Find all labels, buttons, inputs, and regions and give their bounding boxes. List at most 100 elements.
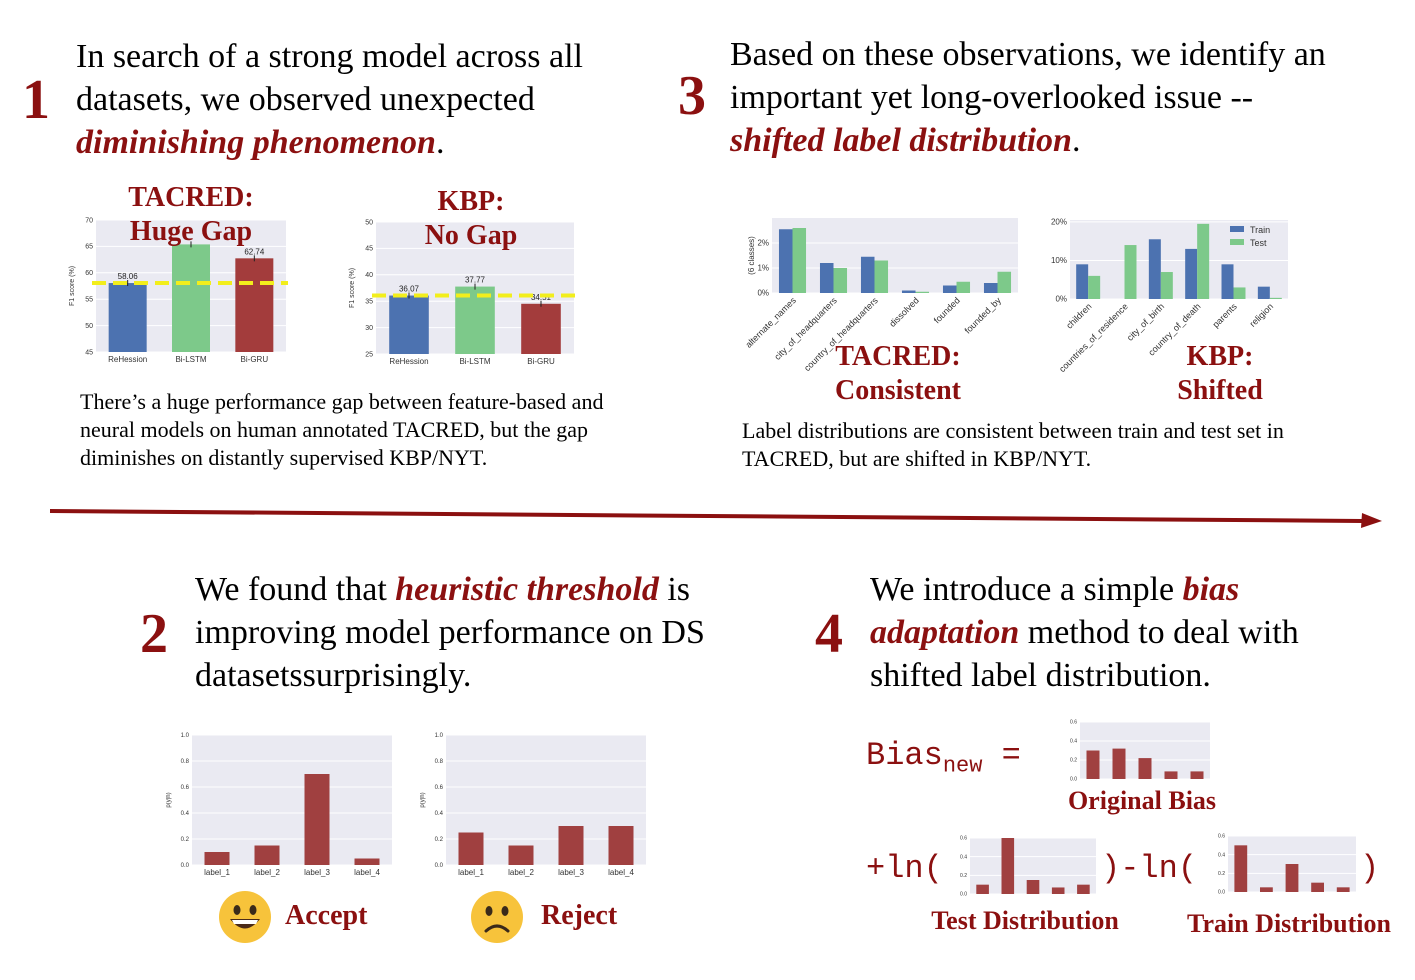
caption-gap: There’s a huge performance gap between f… bbox=[80, 389, 604, 470]
x-tick-label: label_2 bbox=[254, 868, 280, 877]
y-tick-label: 70 bbox=[85, 217, 93, 224]
bar-train bbox=[1185, 248, 1198, 299]
y-tick-label: 0% bbox=[757, 289, 769, 298]
chart-accept: 0.0 0.2 0.4 0.6 0.8 1.0 p(y|h) label_1 label_2 la… bbox=[166, 733, 392, 877]
step-1-post: . bbox=[435, 124, 445, 161]
formula-equals: = bbox=[982, 737, 1021, 774]
tacred-gap-label: TACRED: Huge Gap bbox=[106, 183, 276, 247]
bar-test bbox=[956, 281, 971, 293]
y-tick-label: 0.4 bbox=[1070, 739, 1077, 745]
bar-train bbox=[1257, 286, 1270, 299]
step-1-number: 1 bbox=[22, 69, 50, 131]
bar bbox=[521, 303, 561, 354]
step-1-pre: In search of a strong model across all d… bbox=[76, 38, 583, 118]
y-tick-label: 0.6 bbox=[1070, 720, 1077, 726]
y-tick-label: 0.0 bbox=[1070, 777, 1077, 782]
tacred-dist-label: TACRED: Consistent bbox=[818, 340, 978, 408]
y-tick-label: 40 bbox=[365, 272, 373, 279]
bar-test bbox=[997, 271, 1012, 293]
train-distribution-label: Train Distribution bbox=[1187, 909, 1391, 938]
bar bbox=[558, 826, 584, 865]
x-tick-label: label_1 bbox=[204, 868, 230, 877]
x-tick-label: Bi-GRU bbox=[527, 357, 555, 366]
bar bbox=[1164, 771, 1178, 779]
test-distribution-label: Test Distribution bbox=[931, 906, 1119, 935]
chart-train-distribution: 0.0 0.2 0.4 0.6 bbox=[1218, 834, 1356, 894]
y-axis-label: p(y|h) bbox=[420, 792, 426, 807]
kbp-gap-title: KBP: bbox=[437, 186, 505, 217]
y-tick-label: 45 bbox=[85, 349, 93, 356]
data-label: 58.06 bbox=[118, 272, 139, 281]
timeline-arrow-icon bbox=[49, 509, 1382, 528]
bar-test bbox=[792, 228, 807, 293]
y-axis-label: F1 score (%) bbox=[349, 268, 356, 308]
legend-swatch bbox=[1230, 239, 1244, 245]
bar bbox=[1112, 748, 1126, 779]
tacred-gap-subtitle: Huge Gap bbox=[129, 216, 253, 247]
formula-subscript: new bbox=[942, 753, 983, 779]
bar bbox=[354, 858, 380, 865]
bar bbox=[508, 845, 534, 865]
bar-test bbox=[915, 291, 930, 293]
y-tick-label: 0.8 bbox=[435, 759, 444, 765]
step-2-pre: We found that bbox=[195, 571, 396, 608]
plot-background bbox=[192, 735, 392, 865]
bar-test bbox=[874, 260, 889, 293]
x-tick-label: label_3 bbox=[304, 868, 330, 877]
bar bbox=[608, 826, 634, 865]
x-tick-label: religion bbox=[1248, 301, 1276, 329]
x-tick-label: label_3 bbox=[558, 868, 584, 877]
y-tick-label: 45 bbox=[365, 246, 373, 253]
x-tick-label: ReHession bbox=[108, 355, 147, 364]
y-tick-label: 50 bbox=[365, 219, 373, 226]
step-4-highlight: bias adaptation bbox=[870, 571, 1240, 651]
bar bbox=[1051, 887, 1065, 894]
bar-test bbox=[1088, 275, 1101, 299]
y-tick-label: 10% bbox=[1051, 256, 1067, 265]
plot-background bbox=[772, 218, 1018, 293]
kbp-gap-subtitle: No Gap bbox=[424, 220, 518, 251]
y-tick-label: 0.2 bbox=[960, 873, 967, 879]
step-2-post: is improving model performance on DS dat… bbox=[195, 571, 705, 694]
x-tick-label: label_2 bbox=[508, 868, 534, 877]
accept-label: Accept bbox=[285, 900, 368, 931]
y-tick-label: 50 bbox=[85, 323, 93, 330]
y-tick-label: 1.0 bbox=[435, 733, 444, 739]
y-tick-label: 0.8 bbox=[181, 759, 190, 765]
x-tick-label: dissolved bbox=[887, 295, 921, 329]
y-tick-label: 0.2 bbox=[1218, 871, 1225, 877]
step-3-number: 3 bbox=[678, 65, 706, 127]
bar bbox=[455, 286, 495, 354]
bar bbox=[304, 774, 330, 865]
bar bbox=[1086, 750, 1100, 779]
y-tick-label: 35 bbox=[365, 299, 373, 306]
y-tick-label: 0.4 bbox=[181, 811, 190, 817]
step-4-number: 4 bbox=[815, 603, 843, 665]
bar-test bbox=[1233, 287, 1246, 299]
bar bbox=[1234, 845, 1248, 892]
y-tick-label: 1.0 bbox=[181, 733, 190, 739]
x-tick-label: children bbox=[1064, 301, 1093, 330]
bar bbox=[172, 244, 210, 352]
bar-test bbox=[833, 268, 848, 293]
y-tick-label: 0.2 bbox=[1070, 758, 1077, 764]
x-tick-label: ReHession bbox=[389, 357, 428, 366]
data-label: 37.77 bbox=[465, 276, 486, 285]
step-3-highlight: shifted label distribution bbox=[730, 122, 1072, 159]
bar bbox=[1026, 880, 1040, 894]
bar-train bbox=[983, 283, 998, 293]
bar-train bbox=[860, 256, 875, 293]
bar-test bbox=[1269, 297, 1282, 299]
grinning-face-icon bbox=[219, 891, 271, 943]
chart-tacred-f1: 45 50 55 60 65 70 F1 score (%) 58.06 62.74 ReHess… bbox=[69, 217, 288, 364]
x-tick-label: Bi-LSTM bbox=[175, 355, 206, 364]
y-tick-label: 0.6 bbox=[181, 785, 190, 791]
step-2-highlight: heuristic threshold bbox=[395, 571, 659, 608]
step-2-text: We found that heuristic threshold is imp… bbox=[195, 568, 755, 697]
bar-test bbox=[1197, 223, 1210, 299]
chart-test-distribution: 0.0 0.2 0.4 0.6 bbox=[960, 836, 1096, 896]
kbp-gap-label: KBP: No Gap bbox=[396, 187, 546, 251]
y-tick-label: 0.2 bbox=[435, 837, 444, 843]
y-tick-label: 25 bbox=[365, 351, 373, 358]
